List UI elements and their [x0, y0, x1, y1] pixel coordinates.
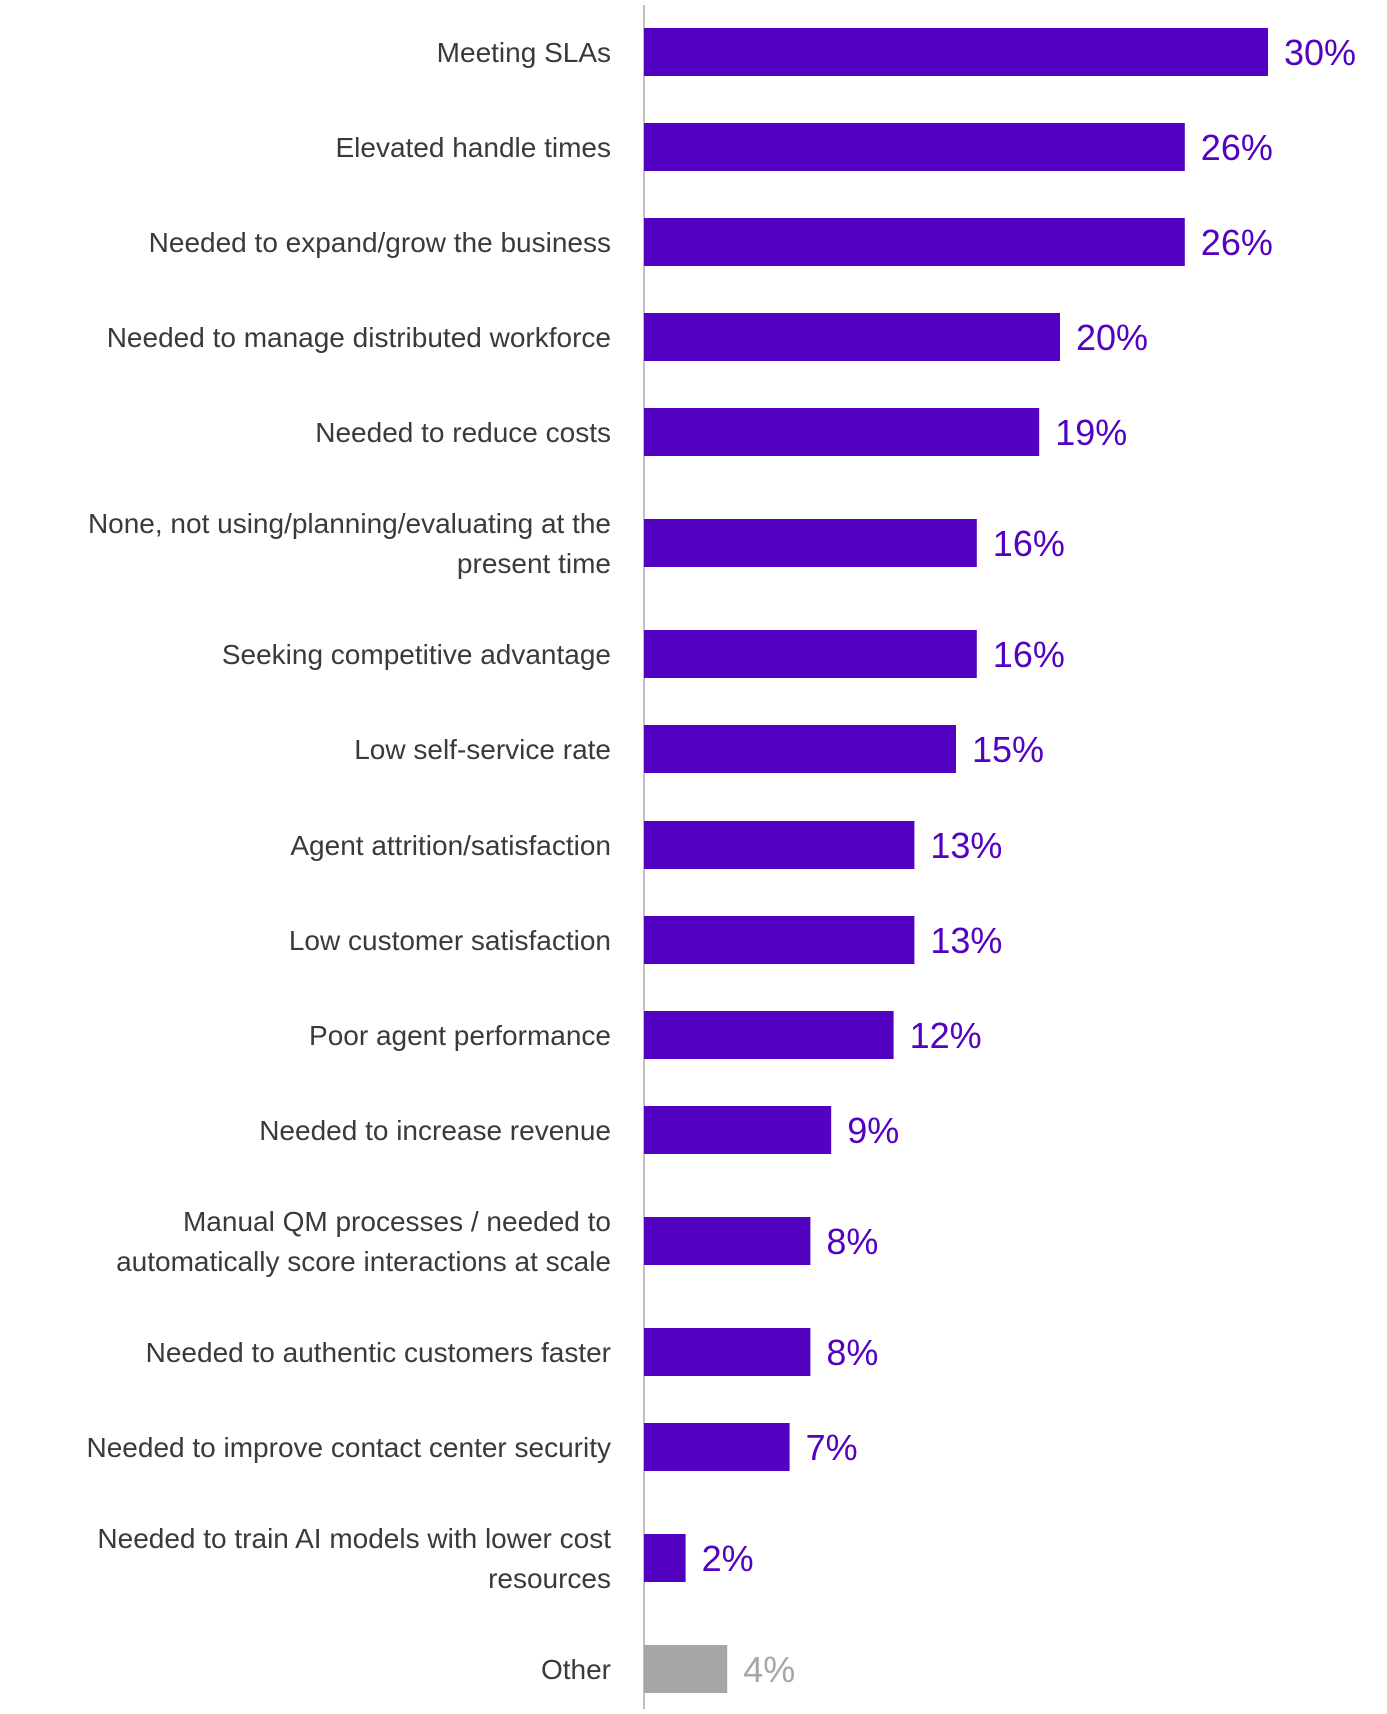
category-label-2: Needed to expand/grow the business	[149, 227, 611, 258]
value-label-11: 9%	[847, 1110, 899, 1151]
value-label-3: 20%	[1076, 317, 1148, 358]
bar-15	[644, 1534, 686, 1582]
value-label-6: 16%	[993, 634, 1065, 675]
category-label-4: Needed to reduce costs	[315, 417, 611, 448]
category-label-10-line-0: Poor agent performance	[309, 1020, 611, 1051]
value-label-9: 13%	[930, 920, 1002, 961]
bar-14	[644, 1423, 790, 1471]
bar-0	[644, 28, 1268, 76]
category-label-14-line-0: Needed to improve contact center securit…	[87, 1432, 611, 1463]
bar-8	[644, 821, 915, 869]
value-label-5: 16%	[993, 523, 1065, 564]
bar-2	[644, 218, 1185, 266]
value-label-10: 12%	[910, 1015, 982, 1056]
bar-5	[644, 519, 977, 567]
value-label-12: 8%	[826, 1221, 878, 1262]
bar-13	[644, 1328, 811, 1376]
category-label-7: Low self-service rate	[354, 734, 611, 765]
value-label-14: 7%	[806, 1427, 858, 1468]
category-label-5: None, not using/planning/evaluating at t…	[88, 508, 611, 579]
category-label-9-line-0: Low customer satisfaction	[289, 925, 611, 956]
category-label-4-line-0: Needed to reduce costs	[315, 417, 611, 448]
bar-4	[644, 408, 1040, 456]
category-label-12-line-0: Manual QM processes / needed to	[183, 1206, 611, 1237]
category-label-3-line-0: Needed to manage distributed workforce	[107, 322, 611, 353]
value-label-16: 4%	[743, 1649, 795, 1690]
category-label-8-line-0: Agent attrition/satisfaction	[290, 830, 611, 861]
bar-9	[644, 916, 915, 964]
category-label-2-line-0: Needed to expand/grow the business	[149, 227, 611, 258]
category-label-8: Agent attrition/satisfaction	[290, 830, 611, 861]
value-label-4: 19%	[1055, 412, 1127, 453]
category-label-5-line-1: present time	[457, 548, 611, 579]
bar-16	[644, 1645, 728, 1693]
category-label-9: Low customer satisfaction	[289, 925, 611, 956]
value-label-0: 30%	[1284, 32, 1356, 73]
category-label-6-line-0: Seeking competitive advantage	[222, 639, 611, 670]
value-label-8: 13%	[930, 825, 1002, 866]
bar-7	[644, 725, 956, 773]
bar-11	[644, 1106, 832, 1154]
category-label-11-line-0: Needed to increase revenue	[259, 1115, 611, 1146]
category-label-16-line-0: Other	[541, 1654, 611, 1685]
category-label-1-line-0: Elevated handle times	[335, 132, 611, 163]
category-label-13: Needed to authentic customers faster	[146, 1337, 611, 1368]
bar-12	[644, 1217, 811, 1265]
bar-6	[644, 630, 977, 678]
category-label-1: Elevated handle times	[335, 132, 611, 163]
category-label-15-line-0: Needed to train AI models with lower cos…	[97, 1523, 611, 1554]
category-label-6: Seeking competitive advantage	[222, 639, 611, 670]
value-label-2: 26%	[1201, 222, 1273, 263]
category-label-12-line-1: automatically score interactions at scal…	[116, 1246, 611, 1277]
category-label-14: Needed to improve contact center securit…	[87, 1432, 611, 1463]
category-label-11: Needed to increase revenue	[259, 1115, 611, 1146]
bar-10	[644, 1011, 894, 1059]
value-label-1: 26%	[1201, 127, 1273, 168]
category-label-0: Meeting SLAs	[437, 37, 611, 68]
bar-1	[644, 123, 1185, 171]
bar-3	[644, 313, 1060, 361]
value-label-13: 8%	[826, 1332, 878, 1373]
category-label-16: Other	[541, 1654, 611, 1685]
category-label-13-line-0: Needed to authentic customers faster	[146, 1337, 611, 1368]
value-label-15: 2%	[702, 1538, 754, 1579]
category-label-5-line-0: None, not using/planning/evaluating at t…	[88, 508, 611, 539]
category-label-0-line-0: Meeting SLAs	[437, 37, 611, 68]
value-label-7: 15%	[972, 729, 1044, 770]
category-label-12: Manual QM processes / needed to automatic…	[116, 1206, 611, 1277]
category-label-10: Poor agent performance	[309, 1020, 611, 1051]
category-label-3: Needed to manage distributed workforce	[107, 322, 611, 353]
category-label-7-line-0: Low self-service rate	[354, 734, 611, 765]
category-label-15: Needed to train AI models with lower cos…	[97, 1523, 611, 1594]
category-label-15-line-1: resources	[488, 1563, 611, 1594]
